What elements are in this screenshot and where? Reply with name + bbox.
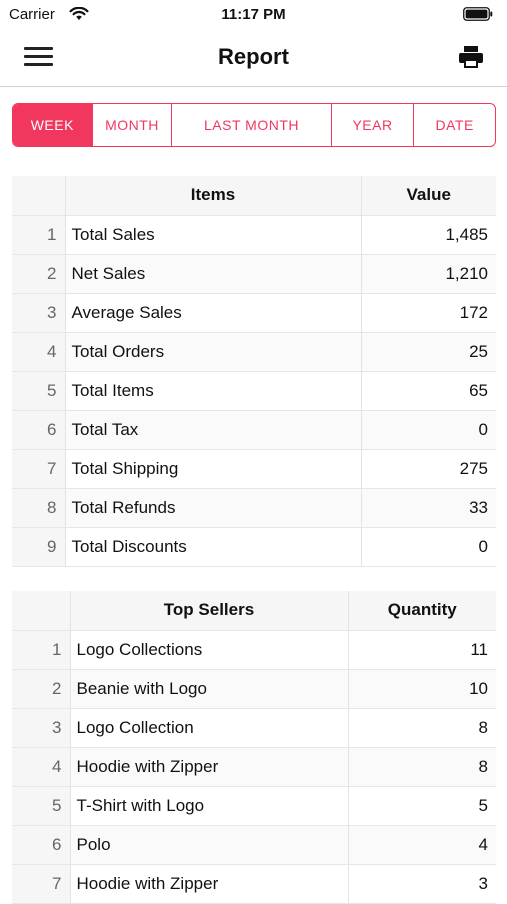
hamburger-icon — [24, 47, 53, 50]
clock: 11:17 PM — [221, 6, 286, 23]
row-value: 10 — [348, 669, 496, 708]
row-number: 1 — [12, 630, 71, 669]
row-label: Total Sales — [65, 215, 362, 254]
top-seller-row: 3 Logo Collection 8 — [12, 708, 496, 747]
segment-week[interactable]: WEEK — [13, 104, 93, 146]
row-value: 1,485 — [445, 224, 488, 244]
row-value: 5 — [478, 795, 488, 815]
row-value: 11 — [470, 639, 488, 659]
row-number: 9 — [12, 527, 66, 566]
row-value: 8 — [478, 717, 488, 737]
summary-header-row: Items Value — [12, 176, 496, 215]
row-value: 4 — [348, 825, 496, 864]
top-sellers-header-row: Top Sellers Quantity — [12, 591, 496, 630]
battery-icon — [463, 7, 493, 21]
row-label: Logo Collections — [70, 630, 349, 669]
row-value: 65 — [469, 380, 488, 400]
row-number: 2 — [12, 254, 66, 293]
page-title: Report — [218, 44, 289, 69]
printer-icon — [459, 46, 483, 68]
row-number: 7 — [12, 449, 66, 488]
top-sellers-table: Top Sellers Quantity 1 Logo Collections 11… — [12, 591, 496, 904]
row-number: 5 — [12, 371, 66, 410]
navigation-bar: Report — [0, 30, 507, 87]
summary-row: 5 Total Items 65 — [12, 371, 496, 410]
row-number-header — [12, 591, 71, 630]
summary-table: Items Value 1 Total Sales 1,485 2 Net Sales 1… — [12, 176, 496, 567]
segment-month[interactable]: MONTH — [93, 104, 173, 146]
row-number: 4 — [12, 332, 66, 371]
row-number-header — [12, 176, 66, 215]
row-label: Total Orders — [65, 332, 362, 371]
print-button[interactable] — [459, 46, 483, 68]
wifi-icon — [69, 6, 89, 26]
row-label: Total Refunds — [65, 488, 362, 527]
row-number: 2 — [12, 669, 71, 708]
items-column-header: Items — [65, 176, 362, 215]
top-seller-row: 6 Polo 4 — [12, 825, 496, 864]
segment-date[interactable]: DATE — [435, 117, 474, 133]
row-label: Total Tax — [65, 410, 362, 449]
row-number: 4 — [12, 747, 71, 786]
row-value: 1,210 — [361, 254, 496, 293]
top-seller-row: 2 Beanie with Logo 10 — [12, 669, 496, 708]
top-seller-row: 1 Logo Collections 11 — [12, 630, 496, 669]
row-label: Beanie with Logo — [70, 669, 349, 708]
status-bar: Carrier 11:17 PM — [0, 0, 507, 30]
row-label: Hoodie with Zipper — [70, 747, 349, 786]
summary-row: 1 Total Sales 1,485 — [12, 215, 496, 254]
summary-row: 4 Total Orders 25 — [12, 332, 496, 371]
quantity-column-header: Quantity — [348, 591, 496, 630]
row-label: Hoodie with Zipper — [70, 864, 349, 903]
row-label: Logo Collection — [70, 708, 349, 747]
row-number: 8 — [12, 488, 66, 527]
row-number: 6 — [12, 825, 71, 864]
row-number: 6 — [12, 410, 66, 449]
row-value: 25 — [361, 332, 496, 371]
top-seller-row: 7 Hoodie with Zipper 3 — [12, 864, 496, 903]
value-column-header: Value — [361, 176, 496, 215]
row-value: 172 — [459, 302, 488, 322]
row-value: 275 — [459, 458, 488, 478]
row-number: 7 — [12, 864, 71, 903]
row-value: 33 — [361, 488, 496, 527]
top-sellers-column-header: Top Sellers — [70, 591, 349, 630]
row-label: Total Shipping — [65, 449, 362, 488]
row-number: 3 — [12, 708, 71, 747]
row-value: 0 — [361, 410, 496, 449]
summary-row: 9 Total Discounts 0 — [12, 527, 496, 566]
row-label: Total Discounts — [65, 527, 362, 566]
row-label: Average Sales — [65, 293, 362, 332]
summary-row: 6 Total Tax 0 — [12, 410, 496, 449]
row-number: 3 — [12, 293, 66, 332]
segment-last-month[interactable]: LAST MONTH — [172, 104, 332, 146]
row-label: Total Items — [65, 371, 362, 410]
hamburger-line — [24, 55, 53, 58]
carrier-label: Carrier — [9, 6, 55, 23]
summary-row: 7 Total Shipping 275 — [12, 449, 496, 488]
menu-button[interactable] — [24, 46, 54, 68]
summary-row: 8 Total Refunds 33 — [12, 488, 496, 527]
row-label: Polo — [70, 825, 349, 864]
row-value: 3 — [478, 873, 488, 893]
segment-year[interactable]: YEAR — [332, 104, 415, 146]
row-label: T-Shirt with Logo — [70, 786, 349, 825]
period-segmented-control: WEEK MONTH LAST MONTH YEAR DATE — [12, 103, 496, 147]
top-seller-row: 4 Hoodie with Zipper 8 — [12, 747, 496, 786]
row-number: 5 — [12, 786, 71, 825]
summary-row: 2 Net Sales 1,210 — [12, 254, 496, 293]
summary-row: 3 Average Sales 172 — [12, 293, 496, 332]
row-value: 8 — [348, 747, 496, 786]
row-value: 0 — [478, 536, 488, 556]
top-seller-row: 5 T-Shirt with Logo 5 — [12, 786, 496, 825]
row-label: Net Sales — [65, 254, 362, 293]
hamburger-line — [24, 63, 53, 66]
row-number: 1 — [12, 215, 66, 254]
